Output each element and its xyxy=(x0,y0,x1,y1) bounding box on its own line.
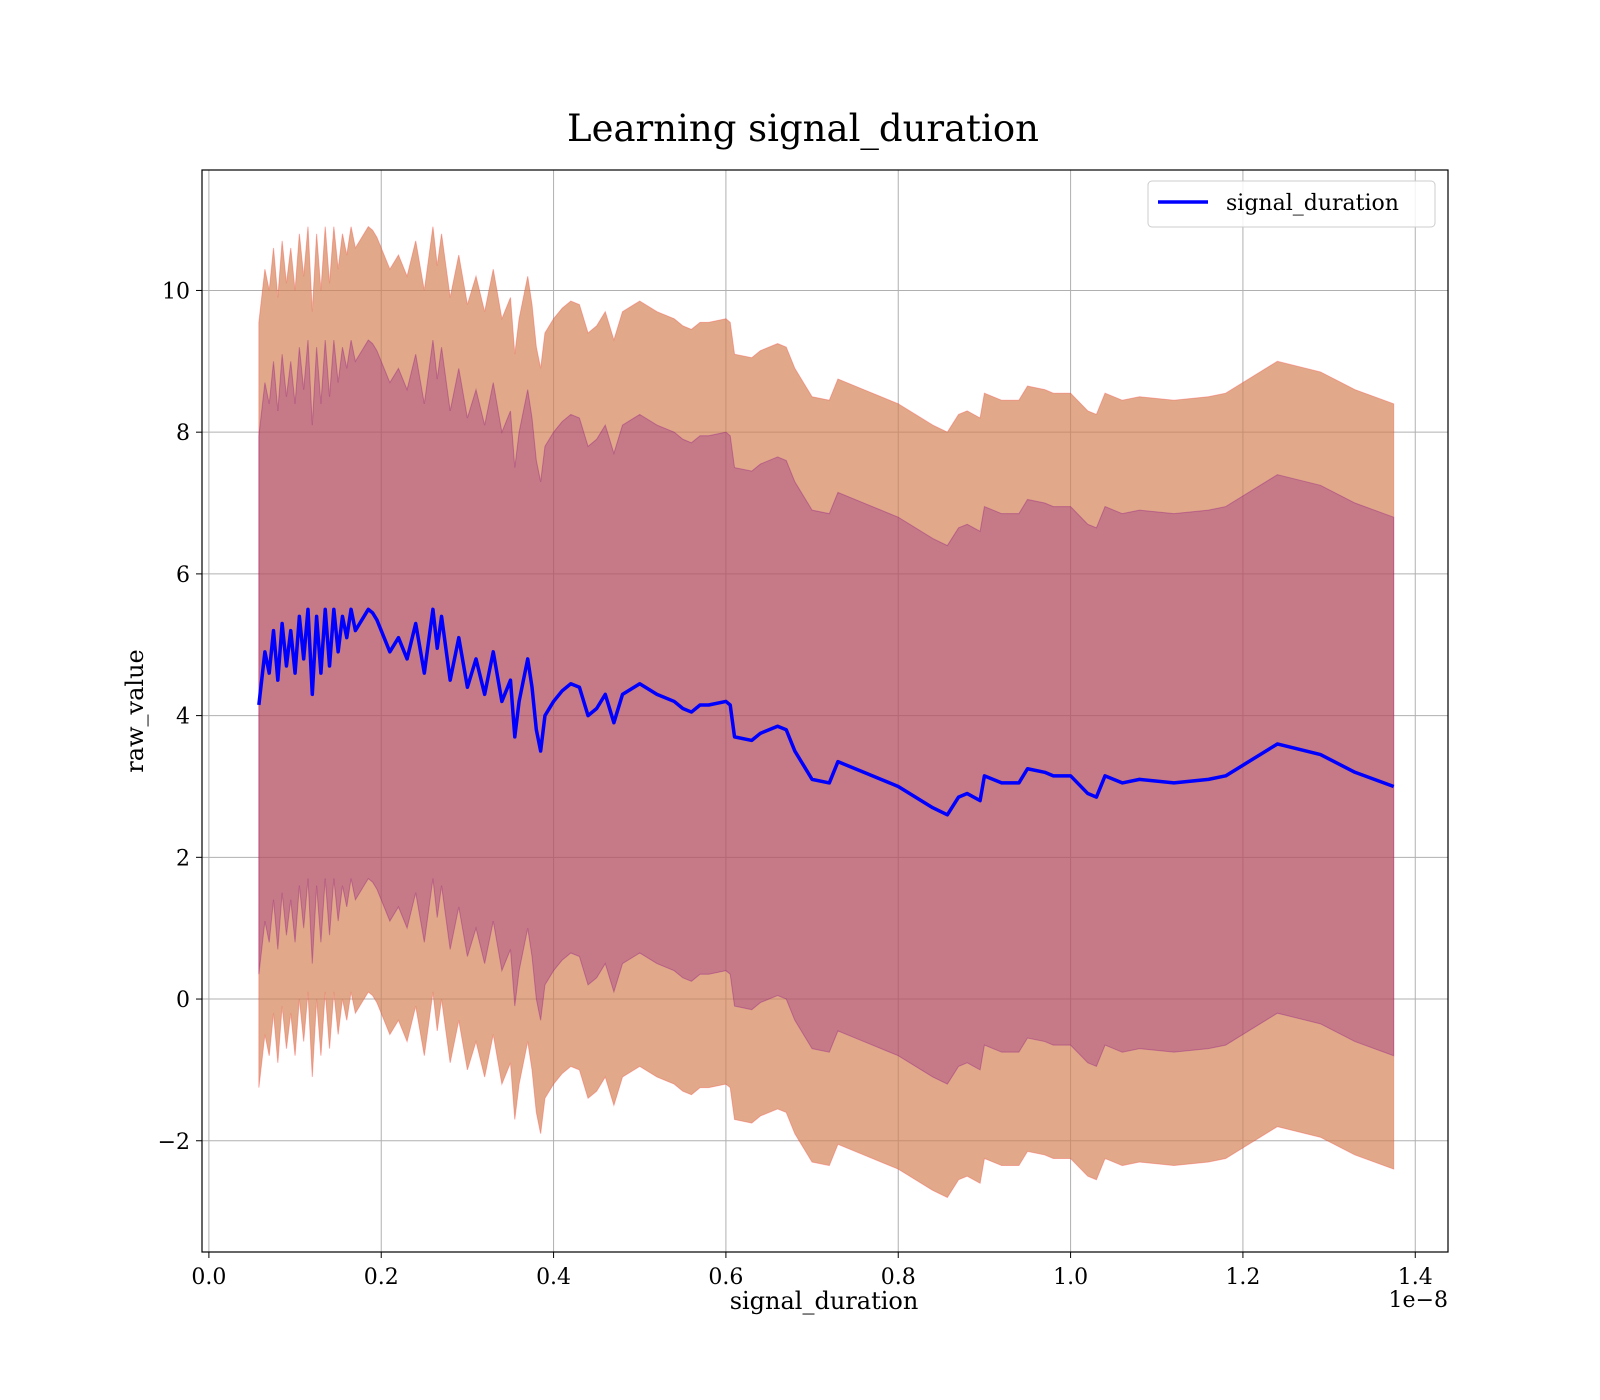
band-layer xyxy=(258,225,1395,1199)
x-tick-label: 1.0 xyxy=(1053,1265,1088,1290)
y-tick-label: 4 xyxy=(176,705,190,730)
x-tick-label: 0.8 xyxy=(881,1265,916,1290)
y-tick-label: −2 xyxy=(158,1130,190,1155)
y-tick-label: 10 xyxy=(162,279,190,304)
y-tick-label: 6 xyxy=(176,563,190,588)
line-layer xyxy=(257,607,1395,817)
x-tick-label: 1.4 xyxy=(1398,1265,1433,1290)
x-tick-label: 0.6 xyxy=(708,1265,743,1290)
legend-box xyxy=(1147,180,1436,228)
x-tick-label: 0.0 xyxy=(191,1265,226,1290)
x-tick-label: 0.2 xyxy=(364,1265,399,1290)
legend: signal_duration xyxy=(1147,180,1436,228)
x-offset-label: 1e−8 xyxy=(1389,1288,1448,1313)
x-axis-label: signal_duration xyxy=(730,1287,919,1315)
y-axis-label: raw_value xyxy=(121,649,149,773)
inner-band xyxy=(258,339,1395,1085)
chart-title: Learning signal_duration xyxy=(567,107,1039,151)
x-tick-label: 1.2 xyxy=(1225,1265,1260,1290)
y-tick-label: 0 xyxy=(176,988,190,1013)
x-tick-label: 0.4 xyxy=(536,1265,571,1290)
tick-layer: 0.0 0.2 0.4 0.6 0.8 1.0 1.2 1.4 −2 0 2 4 6 8 10 xyxy=(158,279,1433,1290)
y-tick-label: 2 xyxy=(176,846,190,871)
middle-band xyxy=(258,226,1394,1198)
legend-label-signal-duration: signal_duration xyxy=(1226,191,1399,216)
plot-frame xyxy=(201,169,1449,1253)
series-line-signal-duration xyxy=(257,607,1395,817)
y-tick-label: 8 xyxy=(176,421,190,446)
